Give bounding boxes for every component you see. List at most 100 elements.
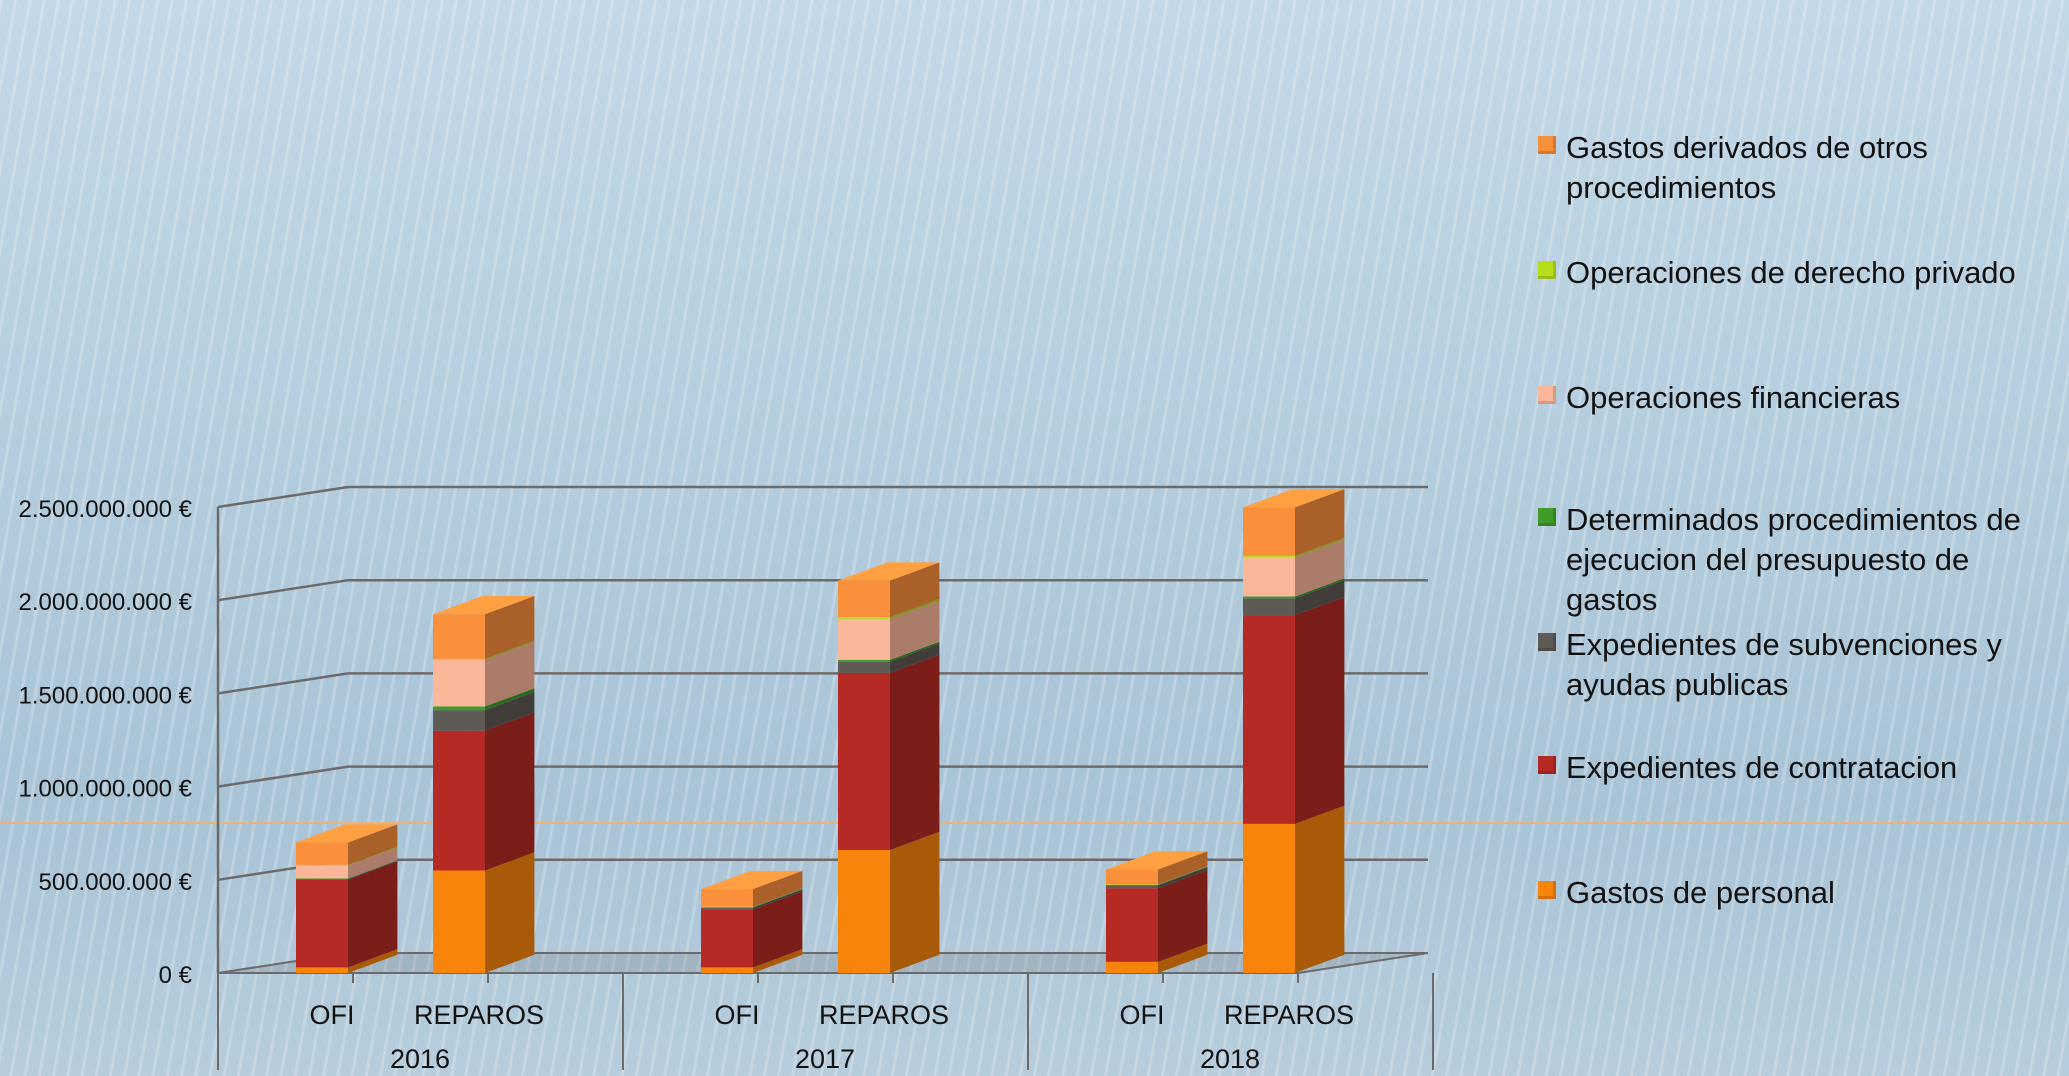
- y-tick-label: 500.000.000 €: [39, 869, 193, 896]
- bar-segment-side: [753, 891, 803, 968]
- bar-segment: [838, 616, 890, 619]
- bar-segment-side: [348, 860, 398, 879]
- bar-segment-side: [890, 831, 940, 973]
- x-subcategory-label: OFI: [310, 1000, 355, 1030]
- legend-item-determinados-procedimientos: Determinados procedimientos de ejecucion…: [1538, 500, 2066, 620]
- bar-segment-side: [1295, 537, 1345, 558]
- bar-segment-side: [753, 888, 803, 908]
- bar-segment-side: [1295, 578, 1345, 599]
- bar-segment: [1243, 555, 1295, 558]
- y-tick-label: 1.000.000.000 €: [19, 776, 193, 803]
- legend-label: Operaciones financieras: [1566, 380, 1901, 415]
- bar-segment: [433, 706, 485, 711]
- bar-segment-side: [1295, 805, 1345, 973]
- legend-item-gastos-derivados: Gastos derivados de otros procedimientos: [1538, 128, 2066, 208]
- bar-segment: [838, 580, 890, 617]
- bar-segment: [296, 967, 348, 973]
- x-subcategory-label: REPAROS: [1224, 1000, 1354, 1030]
- legend-label: Gastos de personal: [1566, 875, 1835, 910]
- bar-segment-side: [348, 847, 398, 879]
- bar-segment-side: [1158, 866, 1208, 885]
- legend-swatch: [1538, 881, 1556, 899]
- x-subcategory-label: OFI: [715, 1000, 760, 1030]
- bar-segment-side: [348, 846, 398, 866]
- bar-segment: [1243, 598, 1295, 616]
- bar-segment: [1243, 596, 1295, 599]
- bar-segment-side: [890, 600, 940, 660]
- bar-segment: [838, 672, 890, 850]
- bar-segment-side: [1295, 489, 1345, 556]
- bar-segment-side: [485, 641, 535, 707]
- bar-segment: [296, 879, 348, 968]
- bar-segment-side: [485, 640, 535, 660]
- x-subcategory-label: REPAROS: [414, 1000, 544, 1030]
- bar-segment: [433, 710, 485, 731]
- bar-segment-side: [1158, 851, 1208, 885]
- bar-segment-side: [348, 860, 398, 880]
- bar-segment: [433, 870, 485, 973]
- wall-gridline: [217, 672, 349, 695]
- bar-segment-side: [485, 688, 535, 711]
- legend-item-derecho-privado: Operaciones de derecho privado: [1538, 253, 2066, 293]
- legend-swatch: [1538, 261, 1556, 279]
- bar-segment: [296, 864, 348, 866]
- bar-segment-side: [348, 824, 398, 865]
- legend-label: Expedientes de contratacion: [1566, 750, 1958, 785]
- bar-segment-side: [890, 598, 940, 619]
- bar-segment: [296, 878, 348, 879]
- bar-segment-side: [753, 888, 803, 908]
- y-tick-label: 2.000.000.000 €: [19, 589, 193, 616]
- bar-segment-side: [485, 852, 535, 973]
- bar-segment-side: [753, 949, 803, 973]
- bar-segment: [1106, 888, 1158, 962]
- legend-label: Expedientes de subvenciones y ayudas pub…: [1566, 627, 2003, 702]
- x-group-label: 2016: [390, 1044, 450, 1074]
- legend-swatch: [1538, 386, 1556, 404]
- bar-segment: [838, 618, 890, 660]
- bar-top: [838, 562, 940, 581]
- bar-segment: [701, 906, 753, 908]
- bar-top: [1106, 851, 1208, 870]
- bar-segment: [1243, 823, 1295, 973]
- bar-segment: [433, 730, 485, 871]
- bar-segment: [701, 967, 753, 973]
- bar-segment: [296, 842, 348, 865]
- bar-segment-side: [890, 643, 940, 673]
- bar-segment-side: [753, 870, 803, 907]
- bar-segment-side: [485, 691, 535, 731]
- bar-segment-side: [753, 889, 803, 910]
- y-tick-label: 0 €: [159, 962, 193, 989]
- bar-segment: [296, 865, 348, 879]
- bar-segment: [296, 878, 348, 880]
- bar-segment: [1243, 557, 1295, 597]
- bar-segment-side: [485, 595, 535, 659]
- x-subcategory-label: REPAROS: [819, 1000, 949, 1030]
- x-subcategory-label: OFI: [1120, 1000, 1165, 1030]
- wall-gridline: [217, 485, 349, 509]
- x-group-label: 2018: [1200, 1044, 1260, 1074]
- wall-gridline: [217, 765, 349, 788]
- bar-segment-side: [1158, 866, 1208, 886]
- bar-segment-side: [1158, 943, 1208, 973]
- bar-segment: [433, 658, 485, 660]
- legend-item-subvenciones: Expedientes de subvenciones y ayudas pub…: [1538, 625, 2066, 705]
- bar-segment: [1106, 885, 1158, 889]
- bar-segment: [433, 614, 485, 659]
- legend-item-operaciones-financieras: Operaciones financieras: [1538, 378, 2066, 418]
- bar-segment: [838, 661, 890, 673]
- bar-top: [1243, 489, 1345, 508]
- bar-segment-side: [1295, 580, 1345, 616]
- bar-segment: [701, 907, 753, 910]
- bar-segment: [838, 659, 890, 662]
- legend-swatch: [1538, 508, 1556, 526]
- bar-segment-side: [348, 861, 398, 968]
- bar-segment-side: [1158, 867, 1208, 889]
- legend-label: Operaciones de derecho privado: [1566, 255, 2016, 290]
- legend-item-contratacion: Expedientes de contratacion: [1538, 748, 2066, 788]
- bar-segment-side: [485, 712, 535, 871]
- legend-item-gastos-personal: Gastos de personal: [1538, 873, 2066, 913]
- legend-swatch: [1538, 633, 1556, 651]
- legend-label: Determinados procedimientos de ejecucion…: [1566, 502, 2021, 617]
